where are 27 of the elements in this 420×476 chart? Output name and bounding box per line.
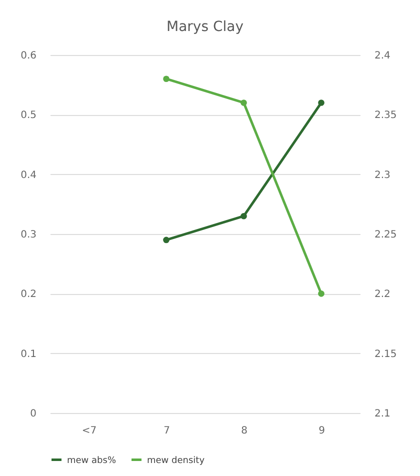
point: [240, 100, 247, 106]
y-tick-label: 0.1: [20, 348, 36, 360]
point: [318, 290, 324, 297]
point: [163, 76, 170, 82]
y-tick-label: 0.2: [20, 289, 36, 300]
y-tick-label: 0.4: [20, 170, 36, 181]
y2-tick-label: 2.25: [374, 230, 397, 240]
legend-label: mew abs%: [67, 456, 116, 466]
y2-tick-label: 2.3: [374, 170, 390, 181]
x-tick-label: <7: [82, 426, 97, 436]
x-tick-label: 9: [318, 426, 325, 436]
x-tick-label: 8: [241, 426, 248, 436]
point: [163, 236, 170, 244]
y2-tick-label: 2.2: [374, 289, 390, 300]
legend-label: mew density: [147, 456, 206, 466]
point: [240, 212, 247, 220]
y2-tick-label: 2.15: [374, 348, 397, 360]
chart-title: Marys Clay: [166, 19, 244, 35]
y2-tick-label: 2.4: [374, 50, 390, 62]
y-tick-label: 0.5: [20, 110, 36, 122]
y2-tick-label: 2.1: [374, 408, 390, 420]
y-tick-label: 0.6: [20, 50, 36, 62]
point: [318, 100, 324, 106]
x-tick-label: 7: [164, 426, 170, 436]
y-tick-label: 0.3: [20, 230, 36, 240]
y2-tick-label: 2.35: [374, 110, 397, 122]
y-tick-label: 0: [30, 408, 36, 420]
